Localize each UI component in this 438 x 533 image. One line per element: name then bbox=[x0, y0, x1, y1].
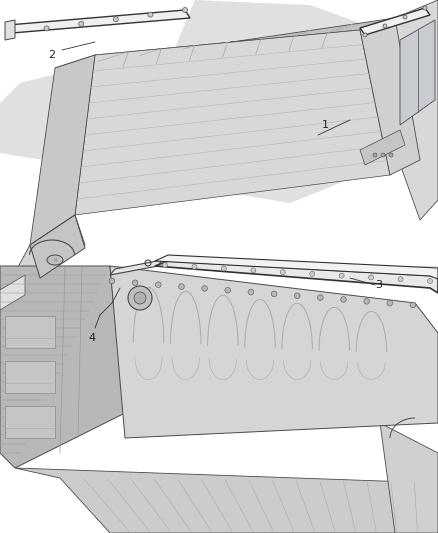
Polygon shape bbox=[0, 275, 25, 310]
Text: R: R bbox=[53, 257, 57, 262]
Circle shape bbox=[427, 279, 432, 284]
Circle shape bbox=[364, 298, 370, 304]
Polygon shape bbox=[30, 215, 85, 278]
Circle shape bbox=[132, 280, 138, 286]
Circle shape bbox=[318, 295, 323, 301]
Circle shape bbox=[221, 266, 226, 271]
Circle shape bbox=[383, 24, 387, 28]
Polygon shape bbox=[5, 20, 15, 40]
Circle shape bbox=[79, 21, 84, 26]
Circle shape bbox=[162, 262, 167, 268]
Circle shape bbox=[271, 291, 277, 297]
Circle shape bbox=[398, 277, 403, 282]
Polygon shape bbox=[0, 245, 52, 330]
Polygon shape bbox=[360, 8, 430, 35]
Circle shape bbox=[148, 12, 153, 17]
Circle shape bbox=[179, 284, 184, 289]
Polygon shape bbox=[0, 0, 438, 266]
Circle shape bbox=[363, 33, 367, 37]
Circle shape bbox=[225, 287, 230, 293]
Polygon shape bbox=[0, 266, 125, 468]
Circle shape bbox=[310, 271, 315, 277]
Circle shape bbox=[294, 293, 300, 298]
Polygon shape bbox=[360, 130, 405, 165]
Circle shape bbox=[44, 26, 49, 31]
Polygon shape bbox=[0, 0, 438, 203]
Polygon shape bbox=[360, 18, 420, 175]
Polygon shape bbox=[75, 30, 390, 215]
Circle shape bbox=[155, 282, 161, 287]
Polygon shape bbox=[15, 468, 438, 533]
Polygon shape bbox=[5, 316, 55, 348]
Polygon shape bbox=[110, 260, 162, 275]
Circle shape bbox=[248, 289, 254, 295]
Circle shape bbox=[389, 153, 393, 157]
Text: 3: 3 bbox=[375, 280, 382, 290]
Polygon shape bbox=[30, 55, 95, 245]
Polygon shape bbox=[55, 18, 395, 68]
Circle shape bbox=[128, 286, 152, 310]
Polygon shape bbox=[0, 266, 438, 533]
Circle shape bbox=[423, 6, 427, 10]
Circle shape bbox=[373, 153, 377, 157]
Polygon shape bbox=[380, 423, 438, 533]
Circle shape bbox=[339, 273, 344, 278]
Circle shape bbox=[280, 270, 285, 274]
Polygon shape bbox=[110, 266, 438, 438]
Polygon shape bbox=[30, 215, 85, 275]
Circle shape bbox=[403, 15, 407, 19]
Circle shape bbox=[10, 30, 14, 36]
Circle shape bbox=[341, 297, 346, 302]
Polygon shape bbox=[400, 20, 435, 125]
Circle shape bbox=[381, 153, 385, 157]
Polygon shape bbox=[155, 255, 438, 279]
Circle shape bbox=[183, 7, 187, 12]
Circle shape bbox=[251, 268, 256, 273]
Text: 2: 2 bbox=[48, 50, 55, 60]
Polygon shape bbox=[8, 10, 190, 33]
Ellipse shape bbox=[47, 255, 63, 265]
Text: 4: 4 bbox=[88, 333, 95, 343]
Circle shape bbox=[387, 301, 392, 306]
Polygon shape bbox=[5, 361, 55, 393]
Polygon shape bbox=[155, 261, 438, 293]
Circle shape bbox=[109, 278, 115, 284]
Circle shape bbox=[192, 264, 197, 269]
Circle shape bbox=[369, 275, 374, 280]
Polygon shape bbox=[5, 406, 55, 438]
Circle shape bbox=[410, 302, 416, 308]
Circle shape bbox=[202, 286, 208, 291]
Text: 1: 1 bbox=[322, 120, 329, 130]
Polygon shape bbox=[395, 0, 438, 220]
Circle shape bbox=[113, 17, 118, 22]
Circle shape bbox=[134, 292, 146, 304]
